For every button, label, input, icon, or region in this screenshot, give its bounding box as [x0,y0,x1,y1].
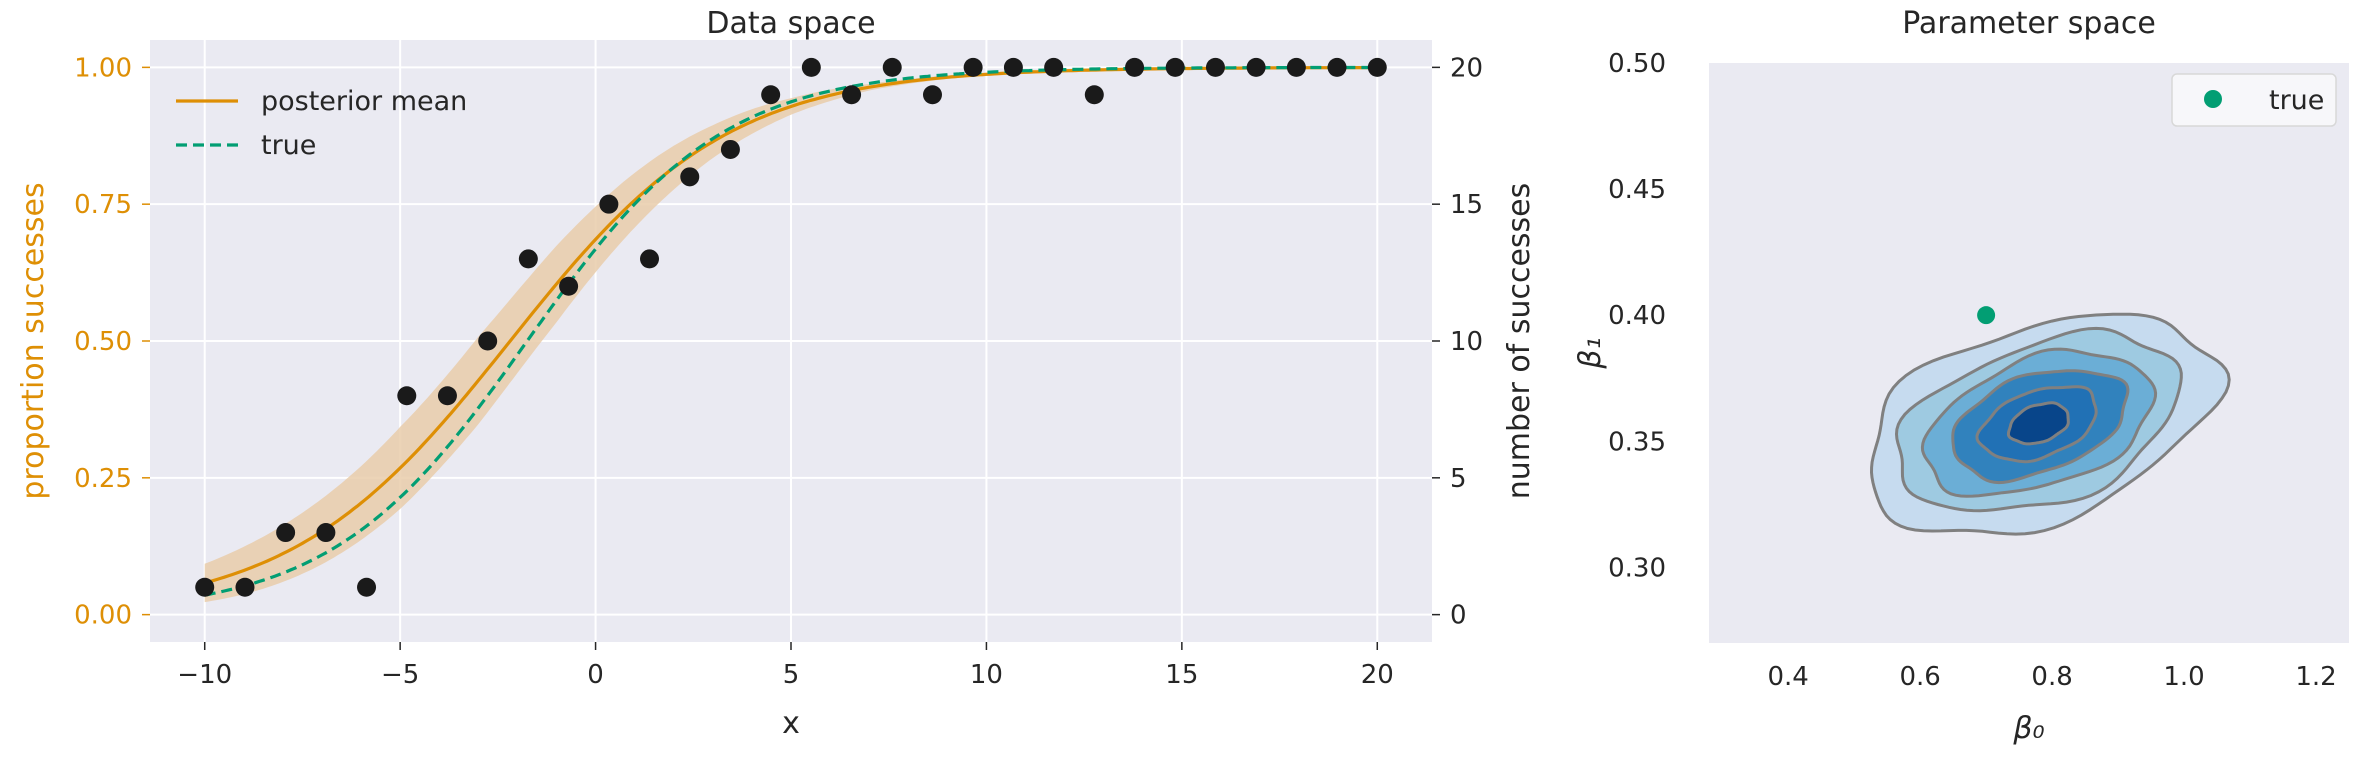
y-tick-label: 0.50 [1608,49,1666,79]
y-tick-label: 0.45 [1608,175,1666,205]
legend-true-label: true [261,130,316,161]
data-point [599,194,619,214]
data-point [1205,57,1225,77]
x-tick-label: 1.2 [2295,662,2336,692]
data-point [1165,57,1185,77]
data-space-title: Data space [706,6,875,41]
y-right-tick-label: 5 [1450,464,1467,494]
data-point [922,85,942,105]
x-tick-label: 0 [587,660,604,690]
data-point [680,167,700,187]
y-tick-label: 0.35 [1608,427,1666,457]
y-tick-label: 1.00 [74,53,132,83]
data-point [518,249,538,269]
data-point [761,85,781,105]
data-point [801,57,821,77]
data-point [1286,57,1306,77]
x-tick-label: 20 [1361,660,1394,690]
data-space-y-label-right: number of successes [1502,183,1537,500]
x-tick-label: 10 [970,660,1003,690]
x-tick-label: 0.6 [1899,662,1940,692]
legend-true-marker [2204,90,2222,108]
data-point [640,249,660,269]
parameter-space-x-label: β₀ [2012,711,2044,746]
x-tick-label: 5 [783,660,800,690]
data-point [437,386,457,406]
data-space-x-label: x [782,706,800,741]
data-point [720,139,740,159]
y-right-tick-label: 0 [1450,601,1467,631]
legend-true-label: true [2269,85,2324,116]
parameter-space-legend: true [2171,73,2337,127]
y-right-tick-label: 15 [1450,190,1483,220]
parameter-space-y-label: β₁ [1573,337,1608,369]
data-point [276,523,296,543]
data-point [235,577,255,597]
y-tick-label: 0.30 [1608,553,1666,583]
data-point [1327,57,1347,77]
data-point [195,577,215,597]
data-point [842,85,862,105]
y-right-tick-label: 10 [1450,327,1483,357]
observed-successes-points [195,57,1387,597]
y-tick-label: 0.00 [74,601,132,631]
x-tick-label: −10 [177,660,232,690]
data-space-legend: posterior mean true [176,86,467,161]
x-tick-label: 15 [1165,660,1198,690]
data-space-y-label: proportion successes [16,182,51,499]
data-point [1044,57,1064,77]
data-point [1084,85,1104,105]
parameter-space-title: Parameter space [1902,6,2156,41]
data-space-panel: −10 −5 0 5 10 15 20 0.00 0.25 0.50 0.75 1.00 0 5 10 15 2… [16,6,1537,741]
data-point [1125,57,1145,77]
density-contour-level [2006,401,2070,446]
true-parameter-point [1977,306,1996,325]
y-right-tick-label: 20 [1450,53,1483,83]
posterior-density-contours [1869,312,2231,536]
data-point [1367,57,1387,77]
data-point [1246,57,1266,77]
data-space-ticks: −10 −5 0 5 10 15 20 0.00 0.25 0.50 0.75 1.00 0 5 10 15 2… [74,53,1483,690]
data-point [397,386,417,406]
y-tick-label: 0.75 [74,190,132,220]
data-point [1003,57,1023,77]
x-tick-label: 0.8 [2031,662,2072,692]
legend-frame [2171,73,2337,127]
x-tick-label: 1.0 [2163,662,2204,692]
y-tick-label: 0.50 [74,327,132,357]
y-tick-label: 0.40 [1608,301,1666,331]
x-tick-label: 0.4 [1767,662,1808,692]
y-tick-label: 0.25 [74,464,132,494]
parameter-space-ticks: 0.4 0.6 0.8 1.0 1.2 0.30 0.35 0.40 0.45 0.50 [1608,49,2337,692]
posterior-credible-band [204,67,1378,603]
data-point [882,57,902,77]
data-point [316,523,336,543]
data-point [963,57,983,77]
x-tick-label: −5 [381,660,419,690]
data-point [478,331,498,351]
data-point [559,276,579,296]
legend-posterior-mean-label: posterior mean [261,86,467,117]
data-point [357,577,377,597]
parameter-space-panel: 0.4 0.6 0.8 1.0 1.2 0.30 0.35 0.40 0.45 0.50 Para… [1573,6,2349,746]
